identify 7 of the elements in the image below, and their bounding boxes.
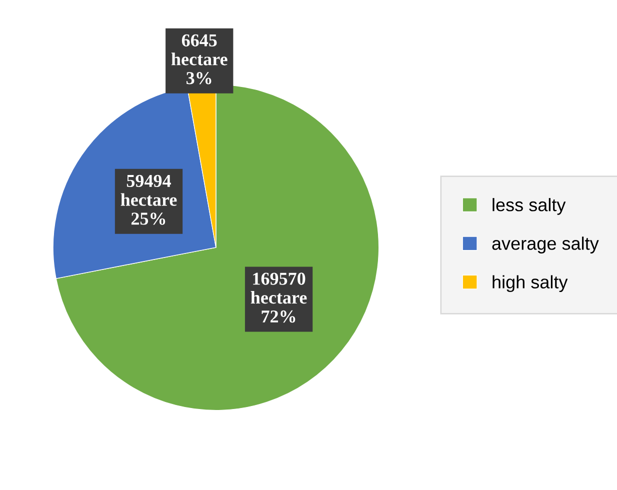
legend-label: average salty [492,236,599,254]
data-label: 6645 hectare 3% [171,34,228,84]
pie-slice [56,84,380,411]
legend-label: high salty [492,275,568,292]
data-label: 169570 hectare 72% [250,272,307,323]
data-label: 59494 hectare 25% [120,174,177,225]
legend-label: less salty [492,198,566,215]
